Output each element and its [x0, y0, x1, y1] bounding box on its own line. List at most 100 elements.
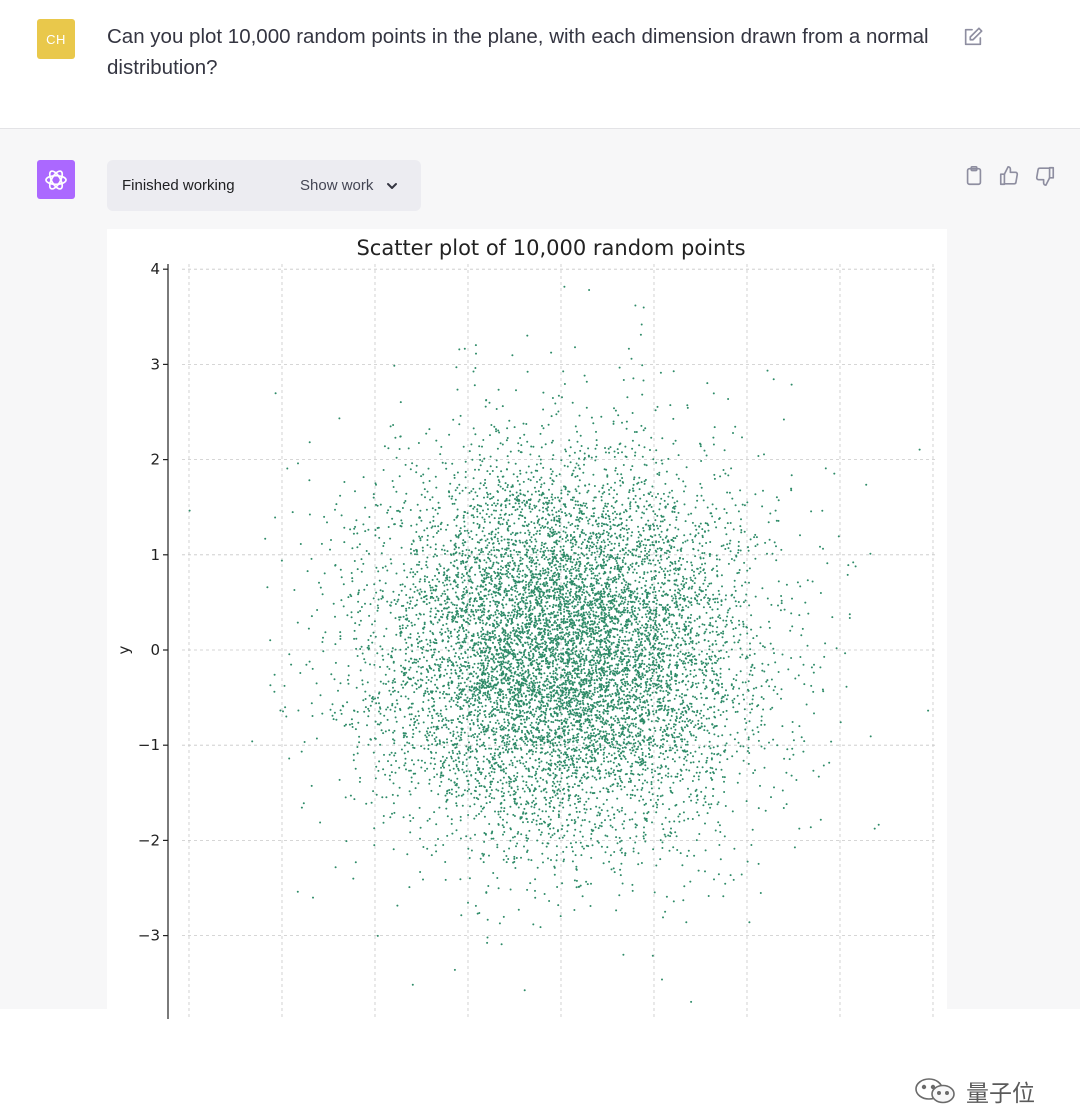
scatter-point: [582, 553, 584, 555]
scatter-point: [671, 546, 673, 548]
scatter-point: [587, 520, 589, 522]
scatter-point: [676, 474, 678, 476]
scatter-point: [496, 626, 498, 628]
scatter-point: [417, 661, 419, 663]
scatter-point: [505, 504, 507, 506]
scatter-point: [591, 655, 593, 657]
scatter-point: [561, 511, 563, 513]
scatter-point: [596, 575, 598, 577]
scatter-point: [606, 678, 608, 680]
scatter-point: [486, 598, 488, 600]
scatter-point: [400, 401, 402, 403]
scatter-point: [444, 697, 446, 699]
scatter-point: [558, 578, 560, 580]
scatter-point: [708, 745, 710, 747]
scatter-point: [608, 489, 610, 491]
scatter-point: [572, 543, 574, 545]
scatter-point: [503, 718, 505, 720]
thumbs-down-icon[interactable]: [1034, 165, 1056, 187]
scatter-point: [502, 783, 504, 785]
scatter-point: [405, 594, 407, 596]
scatter-point: [564, 449, 566, 451]
scatter-point: [582, 819, 584, 821]
scatter-point: [518, 675, 520, 677]
scatter-point: [594, 691, 596, 693]
scatter-point: [745, 594, 747, 596]
scatter-point: [682, 778, 684, 780]
scatter-point: [355, 768, 357, 770]
scatter-point: [720, 858, 722, 860]
scatter-point: [504, 721, 506, 723]
scatter-point: [418, 666, 420, 668]
scatter-point: [399, 436, 401, 438]
scatter-point: [791, 748, 793, 750]
scatter-point: [474, 733, 476, 735]
scatter-point: [590, 750, 592, 752]
scatter-point: [460, 682, 462, 684]
scatter-point: [698, 747, 700, 749]
scatter-point: [450, 583, 452, 585]
thumbs-up-icon[interactable]: [998, 165, 1020, 187]
scatter-point: [679, 756, 681, 758]
scatter-point: [660, 559, 662, 561]
scatter-point: [590, 570, 592, 572]
scatter-point: [540, 486, 542, 488]
scatter-point: [588, 734, 590, 736]
scatter-point: [695, 736, 697, 738]
scatter-point: [584, 565, 586, 567]
scatter-point: [634, 591, 636, 593]
scatter-point: [483, 841, 485, 843]
edit-icon[interactable]: [962, 26, 984, 48]
scatter-point: [391, 651, 393, 653]
scatter-point: [491, 593, 493, 595]
scatter-point: [608, 584, 610, 586]
scatter-point: [658, 614, 660, 616]
scatter-point: [518, 726, 520, 728]
scatter-point: [699, 772, 701, 774]
scatter-point: [438, 610, 440, 612]
scatter-point: [487, 937, 489, 939]
scatter-point: [455, 802, 457, 804]
scatter-point: [508, 706, 510, 708]
scatter-point: [546, 762, 548, 764]
scatter-point: [618, 574, 620, 576]
scatter-point: [531, 557, 533, 559]
scatter-point: [673, 649, 675, 651]
scatter-point: [630, 752, 632, 754]
scatter-point: [400, 631, 402, 633]
scatter-point: [641, 787, 643, 789]
scatter-point: [607, 789, 609, 791]
scatter-point: [705, 849, 707, 851]
scatter-point: [586, 591, 588, 593]
scatter-point: [450, 780, 452, 782]
scatter-point: [499, 572, 501, 574]
scatter-point: [568, 747, 570, 749]
scatter-point: [559, 735, 561, 737]
scatter-point: [359, 610, 361, 612]
scatter-point: [613, 497, 615, 499]
clipboard-icon[interactable]: [963, 165, 985, 187]
scatter-point: [481, 575, 483, 577]
scatter-point: [541, 556, 543, 558]
scatter-point: [631, 763, 633, 765]
scatter-point: [651, 772, 653, 774]
scatter-point: [558, 626, 560, 628]
scatter-point: [570, 556, 572, 558]
scatter-point: [355, 728, 357, 730]
scatter-point: [446, 835, 448, 837]
show-work-button[interactable]: Show work: [300, 172, 401, 200]
scatter-point: [693, 676, 695, 678]
scatter-point: [405, 758, 407, 760]
scatter-point: [411, 622, 413, 624]
scatter-point: [720, 714, 722, 716]
scatter-point: [637, 644, 639, 646]
scatter-point: [731, 755, 733, 757]
scatter-point: [592, 775, 594, 777]
scatter-point: [465, 752, 467, 754]
scatter-point: [463, 521, 465, 523]
scatter-point: [514, 611, 516, 613]
scatter-point: [628, 550, 630, 552]
scatter-point: [468, 788, 470, 790]
scatter-point: [678, 721, 680, 723]
scatter-point: [534, 890, 536, 892]
